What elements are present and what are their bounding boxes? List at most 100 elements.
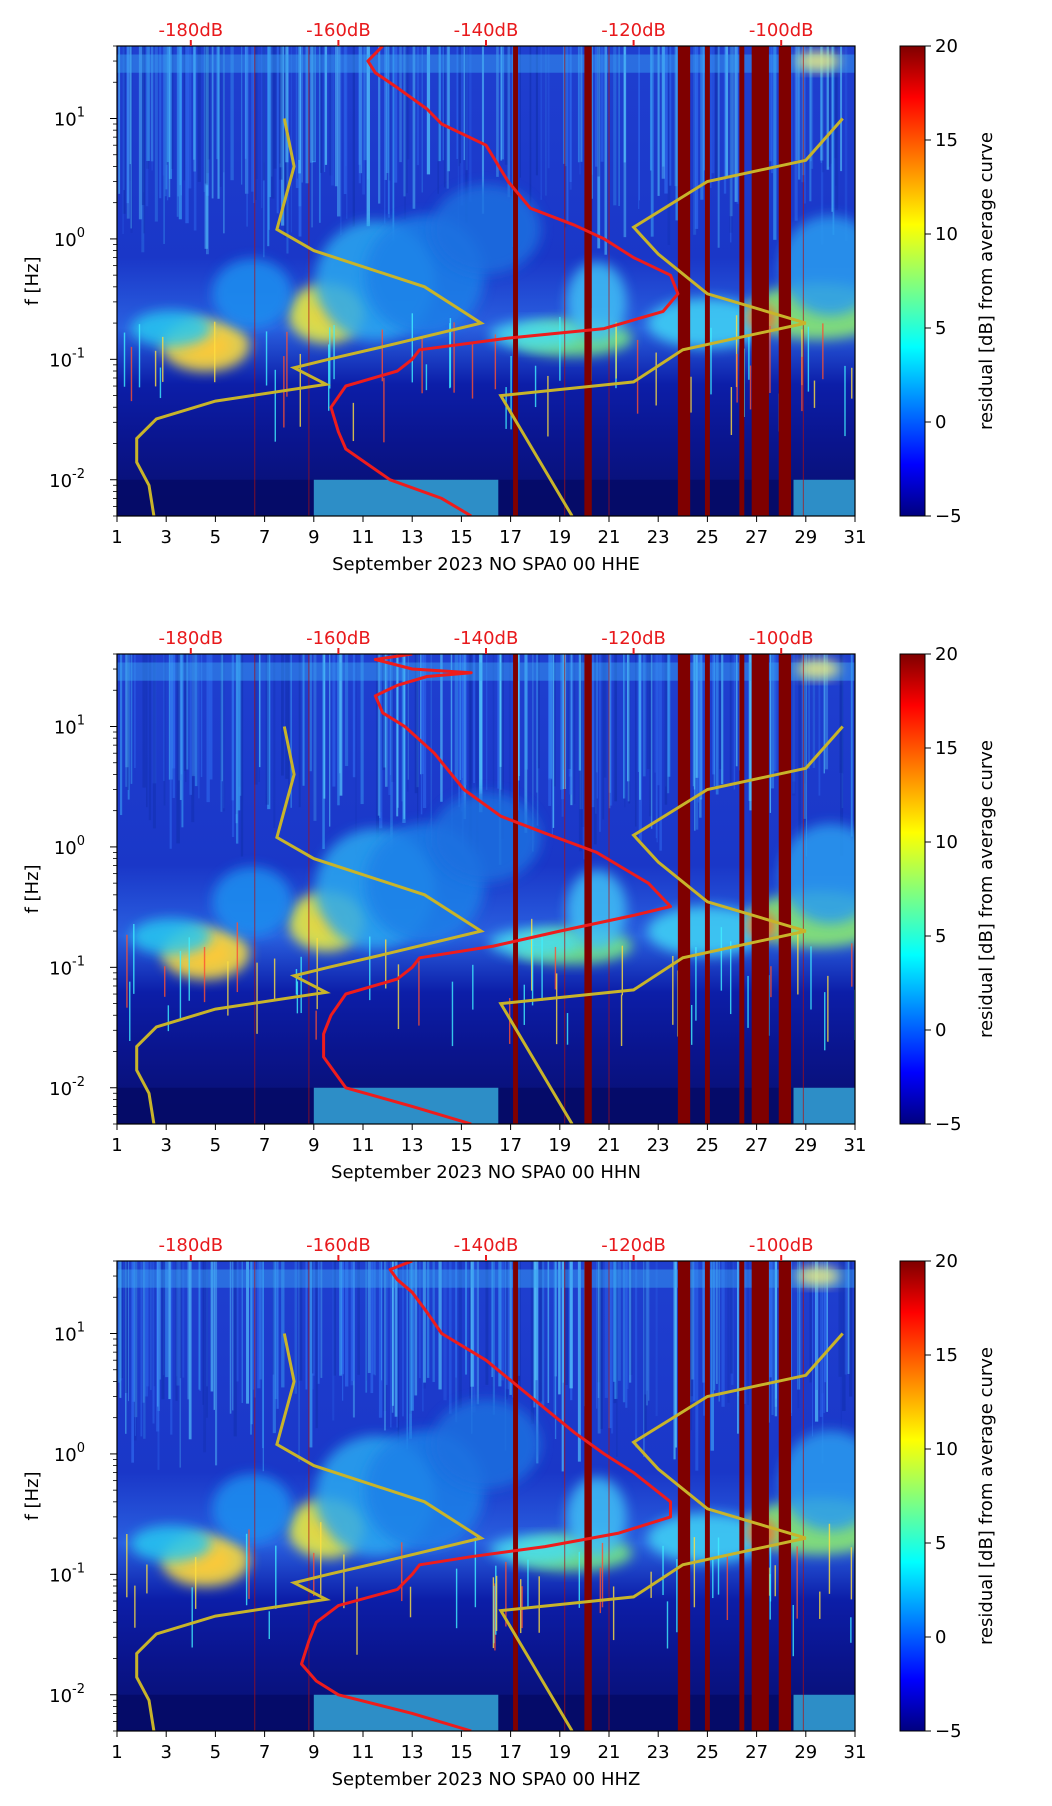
data-gap-band [739,1261,745,1731]
hf-noise-streak [163,654,165,781]
hf-noise-streak [117,1261,120,1383]
hf-noise-streak [442,46,444,161]
hf-noise-streak [508,654,511,827]
colorbar-tick-label: 10 [935,224,958,245]
hf-noise-streak [485,1261,489,1385]
hf-noise-streak [324,46,328,165]
hf-noise-streak [674,46,678,187]
hf-noise-streak [717,46,720,248]
hf-noise-streak [456,46,459,159]
hf-noise-streak [669,46,672,186]
hf-noise-streak [290,46,292,233]
hf-noise-streak [552,654,555,828]
hf-noise-streak [244,46,249,194]
y-axis-label: f [Hz] [22,864,43,913]
energy-blob [212,258,293,329]
colorbar-tick-label: 0 [935,412,946,433]
x-tick-label: 31 [844,1742,867,1763]
hf-noise-streak [826,1261,828,1412]
hf-noise-streak [614,1261,618,1399]
hf-noise-streak [294,1261,297,1394]
x-tick-label: 5 [210,1135,221,1156]
hf-noise-streak [331,46,335,186]
hf-noise-streak [375,654,379,844]
x-tick-label: 7 [259,1742,270,1763]
hf-noise-streak [694,46,699,229]
hf-noise-streak [562,46,566,164]
y-tick-exponent: -1 [72,954,85,969]
hf-noise-streak [119,1261,124,1379]
hf-noise-streak [597,1261,601,1383]
colorbar-tick-label: −5 [935,506,962,527]
hf-noise-streak [205,1261,208,1418]
hf-noise-streak [838,1261,842,1377]
energy-blob [490,928,581,957]
hf-noise-streak [274,1261,278,1400]
hf-noise-streak [664,46,668,194]
hf-noise-streak [358,46,361,165]
hf-noise-streak [340,46,342,236]
hf-noise-streak [712,1261,716,1381]
hf-noise-streak [241,1261,243,1403]
hf-noise-streak [351,1261,355,1381]
hf-noise-streak [791,46,793,165]
hf-noise-streak [261,46,263,209]
hf-noise-streak [810,46,814,169]
hf-noise-streak [230,46,234,181]
hf-noise-streak [727,1261,730,1403]
hf-noise-streak [220,654,223,812]
hf-noise-streak [179,1261,182,1379]
hf-noise-streak [219,46,222,187]
hf-noise-streak [560,654,565,800]
hf-noise-streak [232,1261,234,1411]
hf-noise-streak [824,654,829,770]
x-tick-label: 21 [598,527,621,548]
hf-noise-streak [642,1261,645,1457]
hf-noise-streak [675,46,679,221]
hf-noise-streak [133,1261,137,1441]
hf-noise-streak [211,46,214,199]
hf-noise-streak [817,1261,821,1411]
hf-noise-streak [221,654,223,782]
hf-band [117,54,855,73]
data-gap-band [704,654,710,1124]
hf-noise-streak [206,1261,208,1387]
hf-noise-streak [564,46,567,228]
hf-noise-streak [119,1261,122,1398]
hf-noise-streak [517,654,520,781]
x-tick-label: 15 [450,527,473,548]
hf-noise-streak [236,1261,239,1382]
colorbar-tick-label: 5 [935,1533,946,1554]
data-gap-band [704,46,710,516]
hf-noise-streak [532,654,534,852]
hf-noise-streak [276,1261,279,1409]
hf-noise-streak [146,654,148,808]
hf-noise-streak [736,46,739,204]
hf-noise-streak [734,46,738,202]
hf-noise-streak [547,46,550,169]
hf-noise-streak [718,1261,721,1402]
hf-noise-streak [643,1261,647,1434]
data-gap-band [778,1261,792,1731]
hf-noise-streak [558,1261,561,1395]
hf-noise-streak [261,1261,264,1449]
y-tick-label: 101 [54,1320,85,1345]
hf-noise-streak [743,1261,746,1404]
yellow-noise-curve-2 [498,1332,844,1731]
hf-noise-streak [824,1261,827,1383]
hf-noise-streak [792,654,796,782]
hf-noise-streak [797,1261,801,1390]
energy-blob [780,1430,855,1531]
hf-noise-streak [498,1261,502,1387]
hf-noise-streak [273,46,277,169]
yellow-noise-curve-1 [135,1333,485,1731]
hf-noise-streak [715,654,719,795]
hf-noise-streak [599,654,601,832]
hf-noise-streak [540,46,542,200]
db-axis-label: -140dB [454,1235,519,1256]
hf-noise-streak [305,46,309,184]
hf-noise-streak [496,46,499,177]
colorbar-tick-label: 5 [935,926,946,947]
hf-noise-streak [797,1261,800,1409]
